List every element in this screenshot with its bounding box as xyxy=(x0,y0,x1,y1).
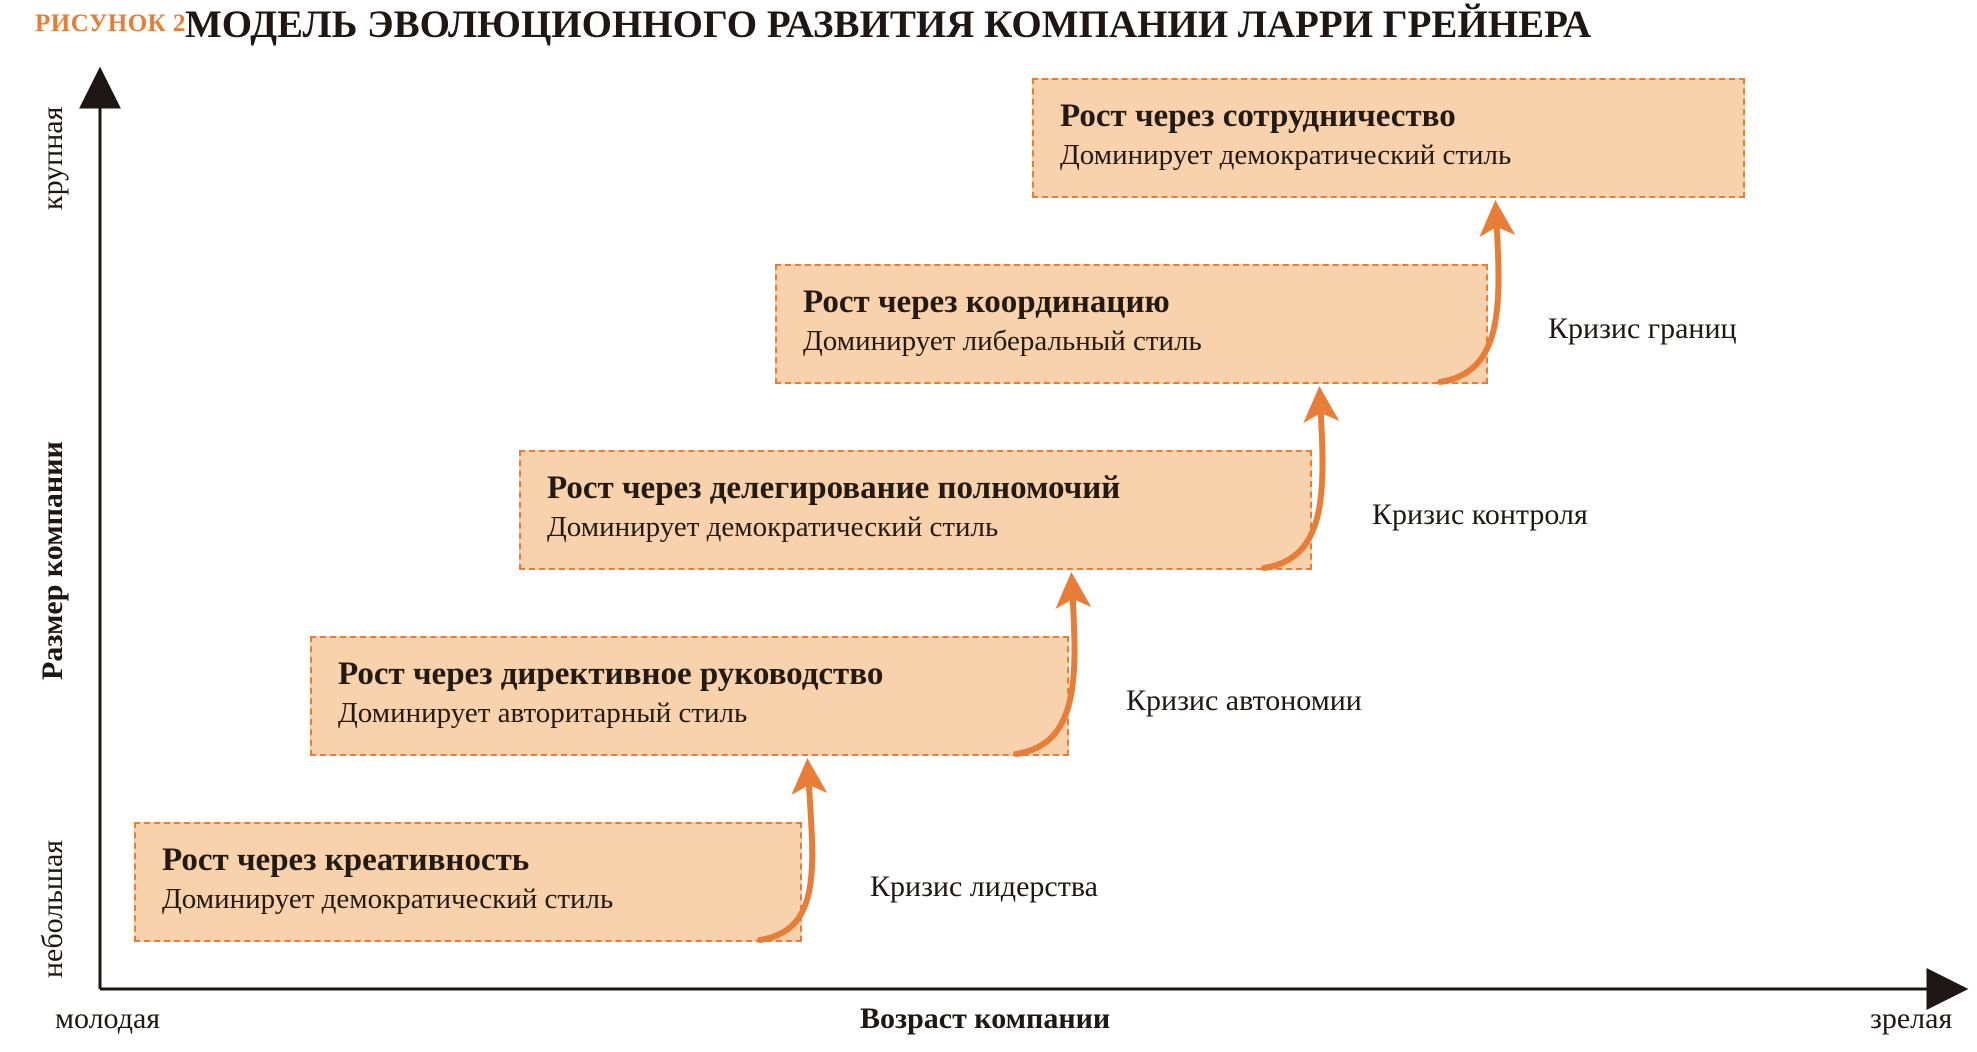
stage-title: Рост через сотрудничество xyxy=(1060,98,1717,134)
crisis-label-3: Кризис контроля xyxy=(1372,498,1588,532)
y-axis-high-label: крупная xyxy=(36,107,70,210)
stage-box-5: Рост через сотрудничество Доминирует дем… xyxy=(1032,78,1745,198)
stage-title: Рост через координацию xyxy=(803,284,1460,320)
crisis-label-1: Кризис лидерства xyxy=(870,870,1098,904)
y-axis-title: Размер компании xyxy=(36,441,70,680)
stage-box-2: Рост через директивное руководство Домин… xyxy=(310,636,1069,756)
stage-box-3: Рост через делегирование полномочий Доми… xyxy=(519,450,1312,570)
crisis-label-4: Кризис границ xyxy=(1548,312,1737,346)
figure-title: МОДЕЛЬ ЭВОЛЮЦИОННОГО РАЗВИТИЯ КОМПАНИИ Л… xyxy=(185,2,1591,47)
stage-subtitle: Доминирует либеральный стиль xyxy=(803,326,1460,358)
diagram-root: РИСУНОК 2 МОДЕЛЬ ЭВОЛЮЦИОННОГО РАЗВИТИЯ … xyxy=(0,0,1977,1052)
x-axis-low-label: молодая xyxy=(55,1002,160,1036)
x-axis-high-label: зрелая xyxy=(1870,1002,1952,1036)
stage-title: Рост через делегирование полномочий xyxy=(547,470,1284,506)
stage-box-4: Рост через координацию Доминирует либера… xyxy=(775,264,1488,384)
x-axis-title: Возраст компании xyxy=(860,1002,1110,1036)
y-axis-low-label: небольшая xyxy=(36,840,70,978)
stage-subtitle: Доминирует демократический стиль xyxy=(1060,140,1717,172)
crisis-label-2: Кризис автономии xyxy=(1126,684,1362,718)
stage-subtitle: Доминирует демократический стиль xyxy=(162,884,774,916)
stage-subtitle: Доминирует демократический стиль xyxy=(547,512,1284,544)
stage-title: Рост через директивное руководство xyxy=(338,656,1041,692)
stage-title: Рост через креативность xyxy=(162,842,774,878)
stage-box-1: Рост через креативность Доминирует демок… xyxy=(134,822,802,942)
stage-subtitle: Доминирует авторитарный стиль xyxy=(338,698,1041,730)
figure-number: РИСУНОК 2 xyxy=(35,10,186,38)
